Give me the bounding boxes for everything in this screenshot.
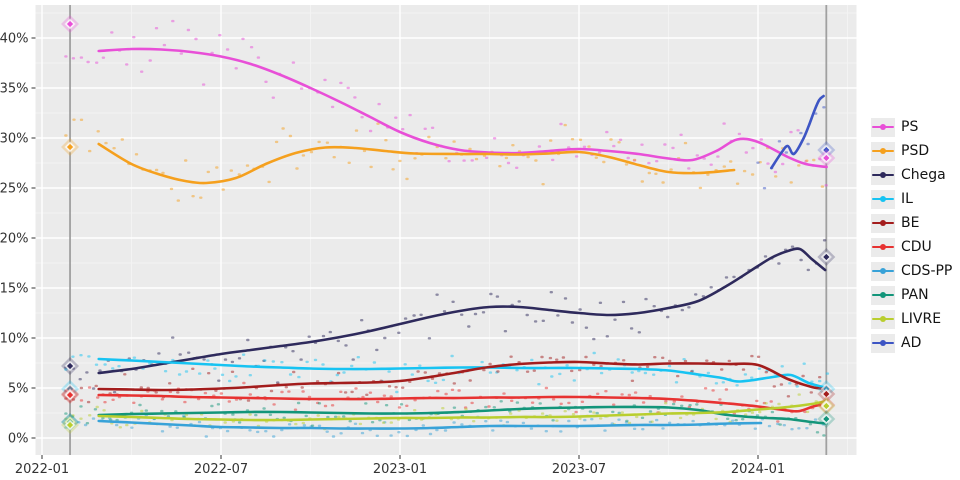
legend-item-cdu: CDU — [871, 235, 959, 259]
election-2022-result-CDU — [61, 386, 80, 404]
trend-lines — [97, 47, 828, 430]
legend-label-pan: PAN — [901, 287, 929, 303]
y-tick-label-40%: 40% — [0, 32, 29, 47]
election-2024-result-PS — [817, 149, 836, 167]
legend-key-il — [871, 189, 895, 209]
election-2024-result-LIVRE — [817, 397, 836, 415]
y-tick-label-5%: 5% — [8, 382, 29, 397]
election-2022-result-PSD — [61, 138, 80, 156]
legend-item-ad: AD — [871, 331, 959, 355]
chart-legend: PS PSD Chega IL BE CDU CDS-PP PAN LIVRE AD — [871, 115, 959, 355]
election-2024-result-AD — [817, 141, 836, 159]
election-2022-result-Chega — [61, 357, 80, 375]
y-tick-label-20%: 20% — [0, 232, 29, 247]
legend-label-be: BE — [901, 215, 920, 231]
y-tick-label-0%: 0% — [8, 432, 29, 447]
x-tick-label-2022-01: 2022-01 — [15, 462, 69, 477]
election-2024-result-PAN — [817, 410, 836, 428]
legend-key-chega — [871, 165, 895, 185]
legend-key-livre — [871, 309, 895, 329]
trend-line-BE — [97, 360, 828, 392]
trend-line-PS — [97, 47, 828, 169]
legend-label-psd: PSD — [901, 143, 930, 159]
trend-line-PSD — [97, 142, 736, 185]
trend-line-Chega — [97, 247, 827, 375]
trend-line-LIVRE — [97, 399, 828, 422]
y-tick-label-25%: 25% — [0, 182, 29, 197]
legend-key-ps — [871, 117, 895, 137]
legend-label-chega: Chega — [901, 167, 946, 183]
legend-item-ps: PS — [871, 115, 959, 139]
legend-key-psd — [871, 141, 895, 161]
legend-key-ad — [871, 333, 895, 353]
legend-item-livre: LIVRE — [871, 307, 959, 331]
x-tick-label-2023-01: 2023-01 — [373, 462, 427, 477]
election-2024-result-BE — [817, 385, 836, 403]
legend-key-be — [871, 213, 895, 233]
legend-item-cds-pp: CDS-PP — [871, 259, 959, 283]
trend-line-PAN — [97, 405, 828, 425]
trend-line-CDS-PP — [97, 419, 763, 430]
election-result-markers — [61, 15, 836, 434]
x-tick-label-2023-07: 2023-07 — [552, 462, 606, 477]
election-2024-result-Chega — [817, 248, 836, 266]
legend-label-cds-pp: CDS-PP — [901, 263, 953, 279]
legend-key-cdu — [871, 237, 895, 257]
plot-panel — [35, 5, 857, 455]
x-tick-label-2022-07: 2022-07 — [194, 462, 248, 477]
legend-item-il: IL — [871, 187, 959, 211]
legend-label-ad: AD — [901, 335, 922, 351]
trend-line-AD — [770, 94, 825, 170]
legend-key-cds-pp — [871, 261, 895, 281]
election-2022-result-PS — [61, 15, 80, 33]
legend-item-chega: Chega — [871, 163, 959, 187]
election-2022-result-LIVRE — [61, 416, 80, 434]
y-tick-label-35%: 35% — [0, 82, 29, 97]
election-day-lines — [69, 5, 828, 455]
legend-label-cdu: CDU — [901, 239, 932, 255]
legend-item-be: BE — [871, 211, 959, 235]
legend-label-livre: LIVRE — [901, 311, 942, 327]
axes: 0% 5% 10% 15% 20% 25% 30% 35% 40% 2022-01 2022-07 2… — [0, 32, 785, 477]
y-tick-label-15%: 15% — [0, 282, 29, 297]
legend-item-psd: PSD — [871, 139, 959, 163]
legend-label-il: IL — [901, 191, 913, 207]
trend-line-CDU — [97, 393, 828, 413]
y-tick-label-30%: 30% — [0, 132, 29, 147]
legend-label-ps: PS — [901, 119, 919, 135]
x-tick-label-2024-01: 2024-01 — [731, 462, 785, 477]
y-tick-label-10%: 10% — [0, 332, 29, 347]
legend-key-pan — [871, 285, 895, 305]
legend-item-pan: PAN — [871, 283, 959, 307]
